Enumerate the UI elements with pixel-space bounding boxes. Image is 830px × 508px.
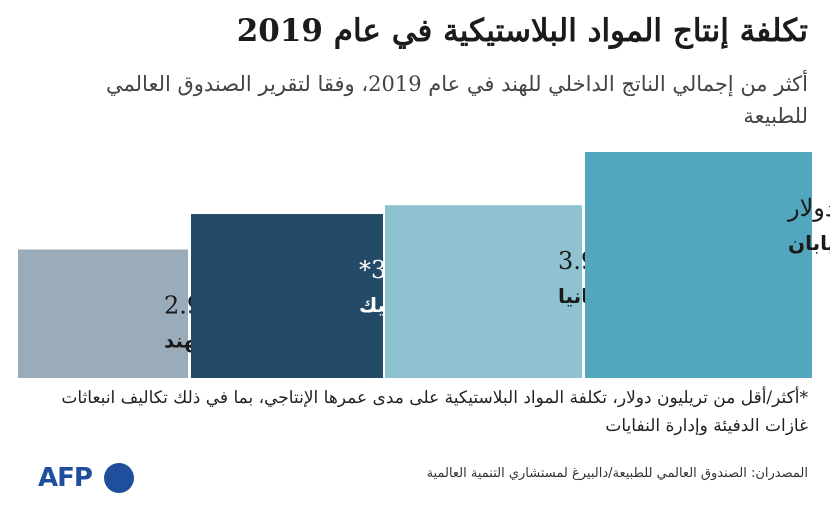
afp-logo: AFP	[38, 462, 138, 494]
source-note: المصدران: الصندوق العالمي للطبيعة/دالبير…	[426, 466, 808, 481]
bar-4	[585, 152, 812, 378]
afp-logo-text: AFP	[38, 463, 93, 493]
bar-value-label-4: 5.1 تريليون دولار	[787, 194, 830, 222]
chart-title: تكلفة إنتاج المواد البلاستيكية في عام 20…	[236, 13, 808, 49]
bar-2	[191, 214, 383, 378]
bar-3	[385, 205, 582, 378]
bar-category-label-4: اليابان	[788, 231, 830, 255]
bar-1	[18, 249, 188, 378]
chart-subtitle: أكثر من إجمالي الناتج الداخلي للهند في ع…	[106, 72, 808, 128]
afp-logo-dot-icon	[104, 463, 134, 493]
footnote: *أكثر/أقل من تريليون دولار، تكلفة المواد…	[61, 388, 808, 436]
